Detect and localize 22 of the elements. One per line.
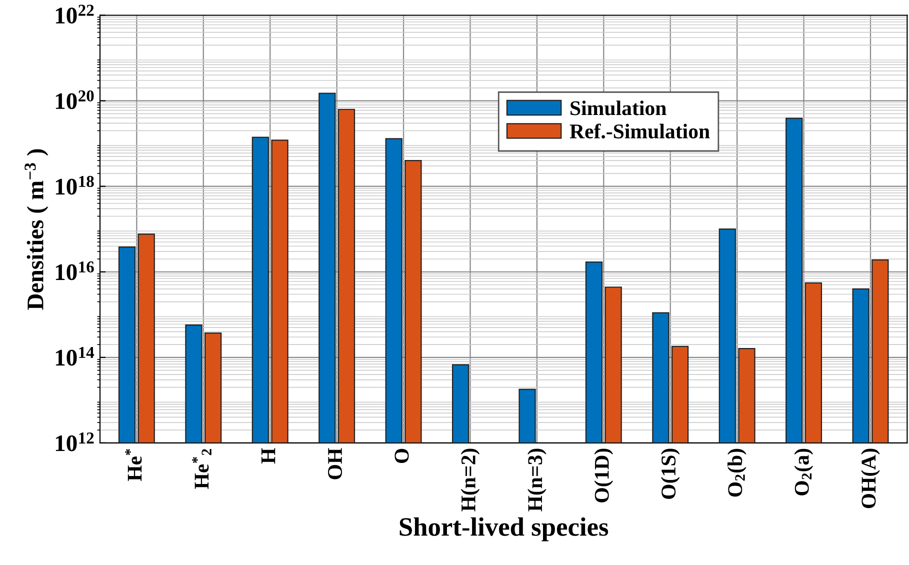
y-tick-label: 10$^{22}$	[56, 4, 94, 24]
x-tick-label: OH(A)	[861, 448, 880, 508]
y-tick-label: 10$^{16}$	[56, 261, 94, 280]
x-tick-label: H(n=2)	[460, 448, 480, 512]
x-tick-label: H(n=3)	[527, 448, 546, 512]
x-tick-label: O$_{2}$(a)	[794, 448, 814, 496]
y-tick-label: 10$^{12}$	[56, 432, 94, 452]
x-axis-title: Short-lived species	[400, 517, 608, 542]
y-tick-label: 10$^{14}$	[56, 346, 94, 366]
x-tick-label: O(1S)	[660, 448, 680, 499]
legend-label: Simulation	[570, 100, 666, 116]
x-tick-label: H	[261, 448, 276, 464]
y-axis-title: Densities ( m$^{−3}$ )	[24, 149, 48, 310]
x-tick-label: He$^{*}$	[125, 449, 142, 482]
y-tick-label: 10$^{20}$	[56, 90, 94, 110]
x-tick-label: He$^{*}$$_{2}$	[192, 449, 212, 489]
y-tick-label: 10$^{18}$	[56, 176, 94, 195]
x-tick-label: O	[394, 448, 409, 464]
x-tick-label: O$_{2}$(b)	[727, 448, 746, 497]
x-tick-label: O(1D)	[594, 448, 614, 502]
x-tick-label: OH	[328, 448, 342, 480]
legend-label: Ref.-Simulation	[570, 124, 710, 139]
